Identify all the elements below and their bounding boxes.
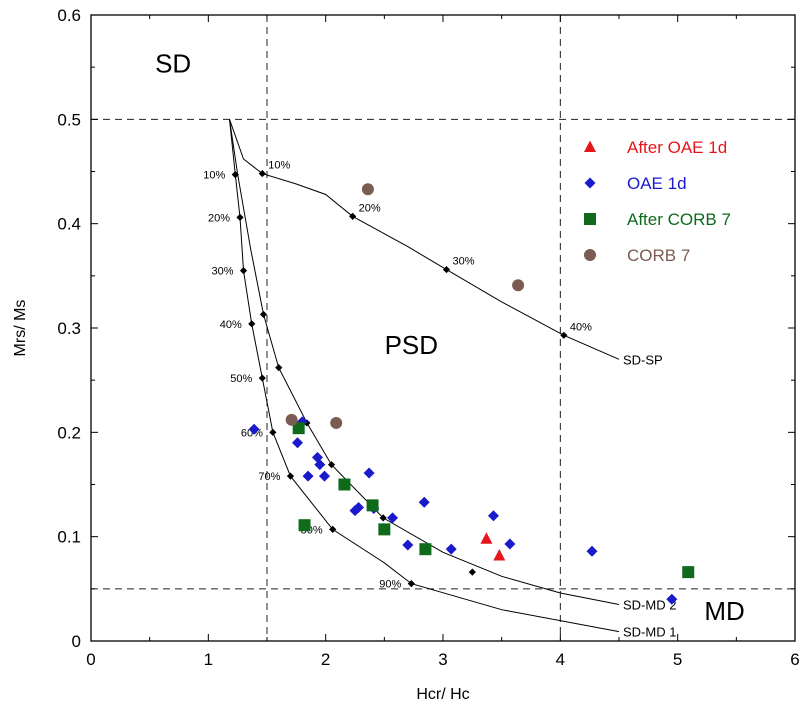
data-point	[363, 467, 375, 479]
y-tick-label: 0.1	[57, 528, 81, 547]
mixing-curve-marker	[239, 267, 248, 275]
data-point	[445, 543, 457, 555]
mixing-curve	[229, 119, 620, 605]
mixing-curve-marker	[468, 568, 476, 576]
y-tick-label: 0.2	[57, 423, 81, 442]
percent-label: 30%	[212, 266, 234, 278]
data-point	[353, 501, 365, 513]
x-tick-label: 5	[673, 650, 682, 669]
y-tick-label: 0.5	[57, 110, 81, 129]
data-point	[666, 593, 678, 605]
mixing-curve-label: SD-MD 1	[623, 625, 676, 640]
region-label: MD	[704, 596, 744, 626]
x-tick-label: 1	[204, 650, 213, 669]
data-point	[330, 416, 343, 429]
x-axis-title: Hcr/ Hc	[416, 686, 469, 703]
region-label: PSD	[385, 330, 438, 360]
mixing-curve-marker	[275, 364, 283, 372]
percent-label: 40%	[570, 321, 592, 333]
axis-ticks: 0 1 2 3 4 5 6 0 0.1 0.2 0.3 0.4 0.5 0.6	[57, 6, 799, 669]
legend-marker	[584, 140, 596, 152]
legend-label: After OAE 1d	[627, 138, 727, 157]
percent-label: 20%	[359, 202, 381, 214]
y-axis-title: Mrs/ Ms	[12, 300, 29, 357]
data-point	[292, 422, 305, 435]
mixing-curve-marker	[269, 428, 277, 436]
percent-label: 40%	[220, 319, 242, 331]
mixing-curve-marker	[329, 525, 337, 533]
data-point	[402, 539, 414, 551]
legend-label: CORB 7	[627, 246, 690, 265]
mixing-curve-label: SD-MD 2	[623, 597, 676, 612]
mixing-curve-label: SD-SP	[623, 352, 663, 367]
data-point	[387, 512, 399, 524]
mixing-curve-marker	[258, 374, 266, 382]
data-point	[378, 523, 391, 536]
mixing-curve-marker	[349, 212, 357, 220]
data-points	[248, 183, 695, 605]
legend-marker	[584, 213, 596, 225]
mixing-curves: SD-SP 10% 20% 30% 40% SD-MD 2 SD-MD 1 10% 20% 30%…	[203, 119, 676, 640]
data-point	[682, 566, 695, 579]
data-point	[504, 538, 516, 550]
reference-lines	[91, 15, 795, 641]
data-point	[361, 183, 374, 196]
data-point	[285, 413, 298, 426]
legend: After OAE 1d OAE 1d After CORB 7 CORB 7	[584, 138, 731, 265]
percent-label: 90%	[379, 579, 401, 591]
y-tick-label: 0.6	[57, 6, 81, 25]
data-point	[480, 532, 493, 544]
data-point	[418, 496, 430, 508]
data-point	[512, 279, 525, 292]
data-point	[314, 459, 326, 471]
x-tick-label: 0	[86, 650, 95, 669]
legend-label: OAE 1d	[627, 174, 687, 193]
plot-frame	[90, 14, 796, 642]
legend-marker	[584, 249, 596, 261]
mixing-curve-marker	[442, 265, 451, 274]
data-point	[302, 470, 314, 482]
data-point	[419, 543, 432, 556]
mixing-curve-marker	[236, 213, 244, 222]
mixing-curve-marker	[379, 514, 387, 522]
x-tick-label: 3	[438, 650, 447, 669]
region-label: SD	[155, 48, 191, 78]
x-tick-label: 6	[790, 650, 799, 669]
data-point	[366, 499, 379, 512]
legend-marker	[584, 177, 596, 189]
percent-label: 50%	[230, 373, 252, 385]
x-tick-label: 4	[556, 650, 565, 669]
mixing-curve-marker	[303, 419, 311, 427]
y-tick-label: 0.3	[57, 319, 81, 338]
percent-label: 70%	[258, 471, 280, 483]
region-labels: SD PSD MD	[155, 48, 745, 626]
percent-label: 10%	[203, 170, 225, 182]
mixing-curve-marker	[248, 320, 256, 328]
mixing-curve-marker	[327, 461, 336, 469]
percent-label: 20%	[208, 212, 230, 224]
y-tick-label: 0.4	[57, 215, 81, 234]
data-point	[292, 437, 304, 449]
data-point	[487, 510, 499, 522]
mixing-curve-marker	[258, 169, 266, 178]
mixing-curve-marker	[231, 171, 239, 179]
data-point	[318, 470, 330, 482]
mixing-curve-marker	[407, 580, 415, 588]
x-tick-label: 2	[321, 650, 330, 669]
legend-label: After CORB 7	[627, 210, 731, 229]
data-point	[586, 545, 598, 557]
percent-label: 10%	[268, 160, 290, 172]
data-point	[298, 519, 311, 532]
mixing-curve-marker	[560, 331, 568, 339]
data-point	[248, 423, 260, 435]
mixing-curve-marker	[259, 310, 268, 319]
percent-label: 30%	[453, 256, 475, 268]
data-point	[338, 478, 351, 491]
data-point	[493, 548, 506, 561]
mixing-curve	[229, 119, 620, 360]
mixing-curve-marker	[286, 472, 295, 480]
y-tick-label: 0	[72, 632, 81, 651]
